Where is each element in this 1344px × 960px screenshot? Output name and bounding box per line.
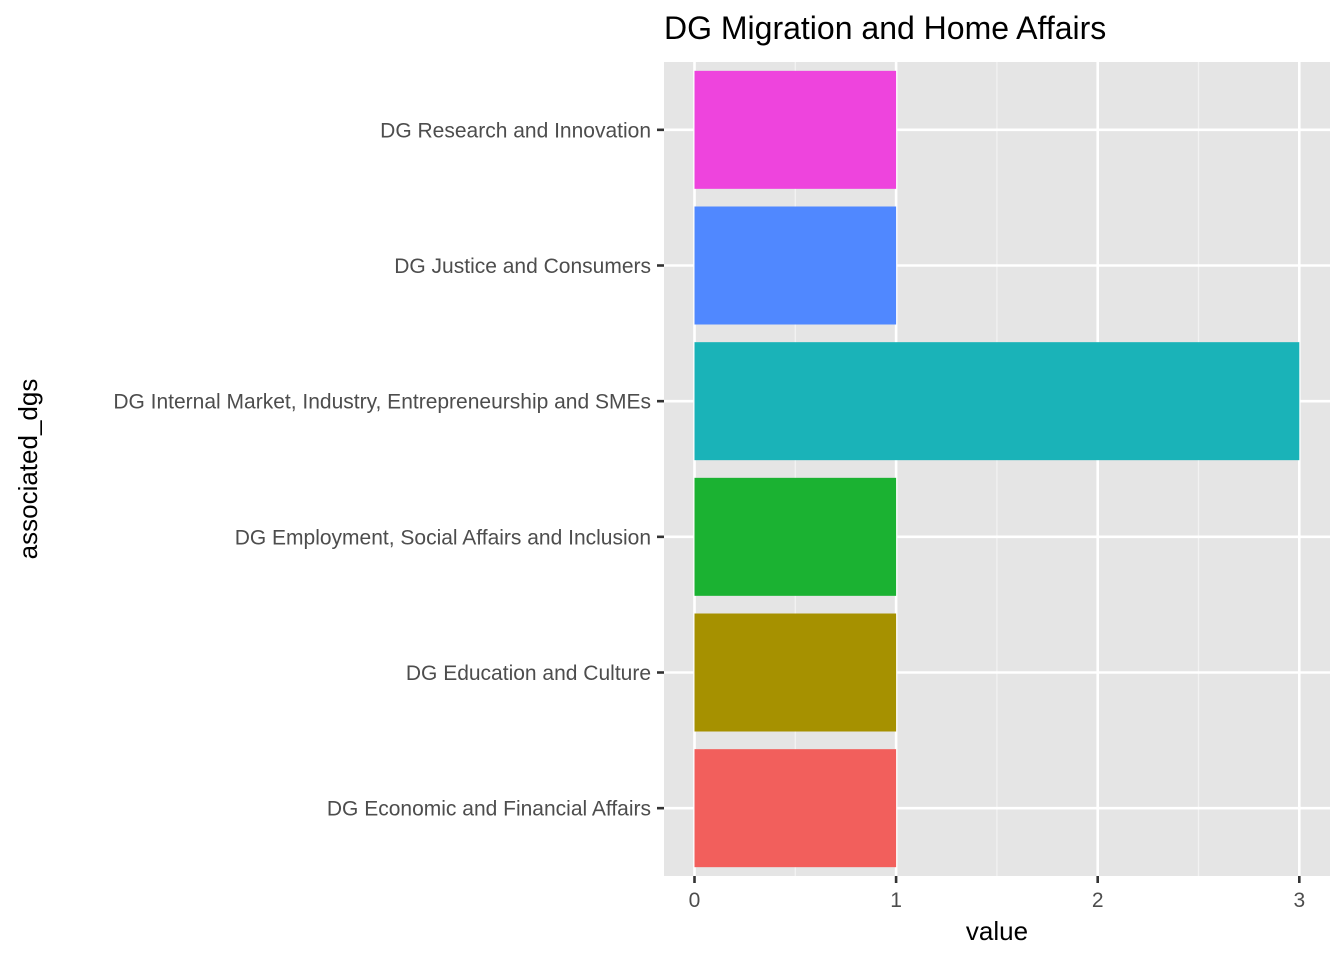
x-tick-label: 3: [1293, 889, 1305, 912]
minor-gridlines: [794, 62, 1200, 876]
bar: [694, 206, 897, 325]
bar: [694, 342, 1300, 461]
bar: [694, 613, 897, 732]
bar: [694, 70, 897, 189]
y-axis-title: associated_dgs: [13, 379, 43, 560]
bar: [694, 749, 897, 868]
y-tick-label: DG Education and Culture: [406, 662, 651, 685]
y-tick-label: DG Research and Innovation: [380, 119, 651, 142]
y-tick-label: DG Economic and Financial Affairs: [327, 798, 651, 821]
x-tick-label: 1: [890, 889, 902, 912]
y-tick-label: DG Employment, Social Affairs and Inclus…: [235, 526, 651, 549]
y-tick-label: DG Internal Market, Industry, Entreprene…: [113, 391, 651, 414]
y-axis: DG Economic and Financial Affairs DG Educ…: [113, 119, 664, 821]
bar: [694, 477, 897, 596]
x-tick-label: 0: [689, 889, 701, 912]
y-tick-label: DG Justice and Consumers: [394, 255, 651, 278]
chart-title: DG Migration and Home Affairs: [664, 10, 1106, 46]
x-axis-title: value: [966, 916, 1028, 946]
bars-group: [694, 70, 1300, 868]
x-tick-label: 2: [1092, 889, 1104, 912]
x-axis: 0 1 2 3: [689, 876, 1305, 912]
